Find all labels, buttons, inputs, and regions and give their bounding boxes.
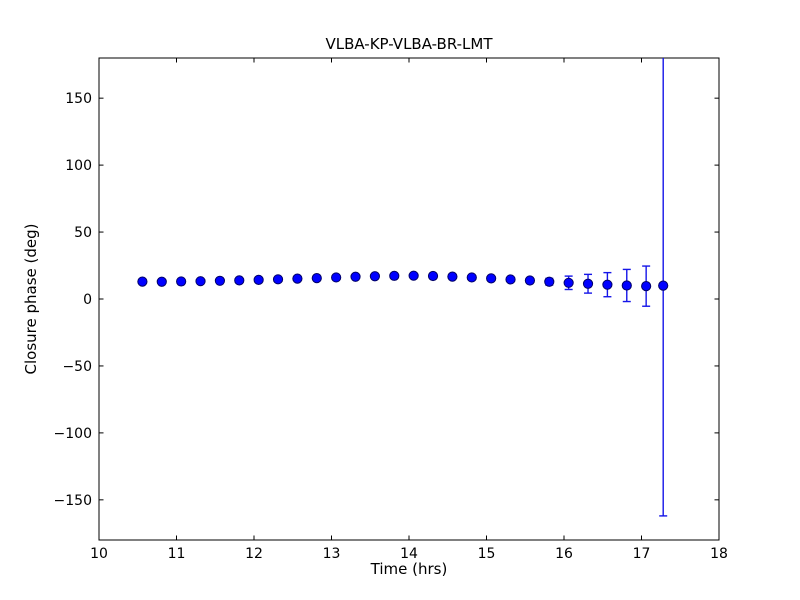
x-tick-label: 15: [478, 546, 496, 562]
data-point: [524, 275, 536, 286]
x-tick-label: 14: [400, 546, 418, 562]
data-point: [156, 276, 167, 287]
data-point: [641, 281, 652, 292]
data-point: [272, 274, 284, 285]
data-point: [389, 270, 400, 281]
data-point: [427, 270, 439, 282]
x-axis-label: Time (hrs): [370, 560, 448, 578]
y-tick-label: −100: [54, 426, 92, 442]
axes-frame: [98, 57, 720, 541]
data-point: [176, 276, 187, 287]
data-point: [582, 278, 594, 289]
data-point: [350, 271, 361, 282]
data-point: [563, 277, 574, 288]
y-tick-label: 0: [83, 292, 92, 308]
x-tick-label: 18: [710, 546, 728, 562]
data-point: [658, 280, 669, 291]
data-point: [214, 275, 225, 286]
y-tick-label: 50: [74, 225, 92, 241]
data-point: [234, 275, 245, 286]
y-tick-label: −50: [62, 359, 92, 375]
data-point: [621, 280, 632, 291]
data-point: [369, 271, 380, 282]
data-point: [253, 274, 264, 285]
y-tick-label: −150: [54, 493, 92, 509]
data-point: [602, 279, 613, 290]
data-point: [137, 276, 148, 287]
chart-title: VLBA-KP-VLBA-BR-LMT: [325, 35, 493, 53]
data-point: [466, 272, 477, 283]
x-tick-label: 10: [90, 546, 108, 562]
y-tick-label: 150: [65, 91, 92, 107]
x-tick-label: 13: [323, 546, 341, 562]
data-point: [544, 276, 555, 287]
data-point: [331, 272, 342, 283]
x-tick-label: 16: [555, 546, 573, 562]
x-tick-label: 17: [633, 546, 651, 562]
data-point: [311, 273, 322, 284]
data-point: [505, 274, 516, 285]
data-point: [486, 273, 497, 284]
data-point: [195, 276, 206, 287]
data-layer: [137, 58, 669, 517]
data-point: [447, 271, 458, 282]
data-point: [408, 270, 419, 281]
x-tick-label: 12: [245, 546, 263, 562]
x-tick-label: 11: [168, 546, 186, 562]
y-tick-label: 100: [65, 158, 92, 174]
data-point: [292, 273, 303, 284]
